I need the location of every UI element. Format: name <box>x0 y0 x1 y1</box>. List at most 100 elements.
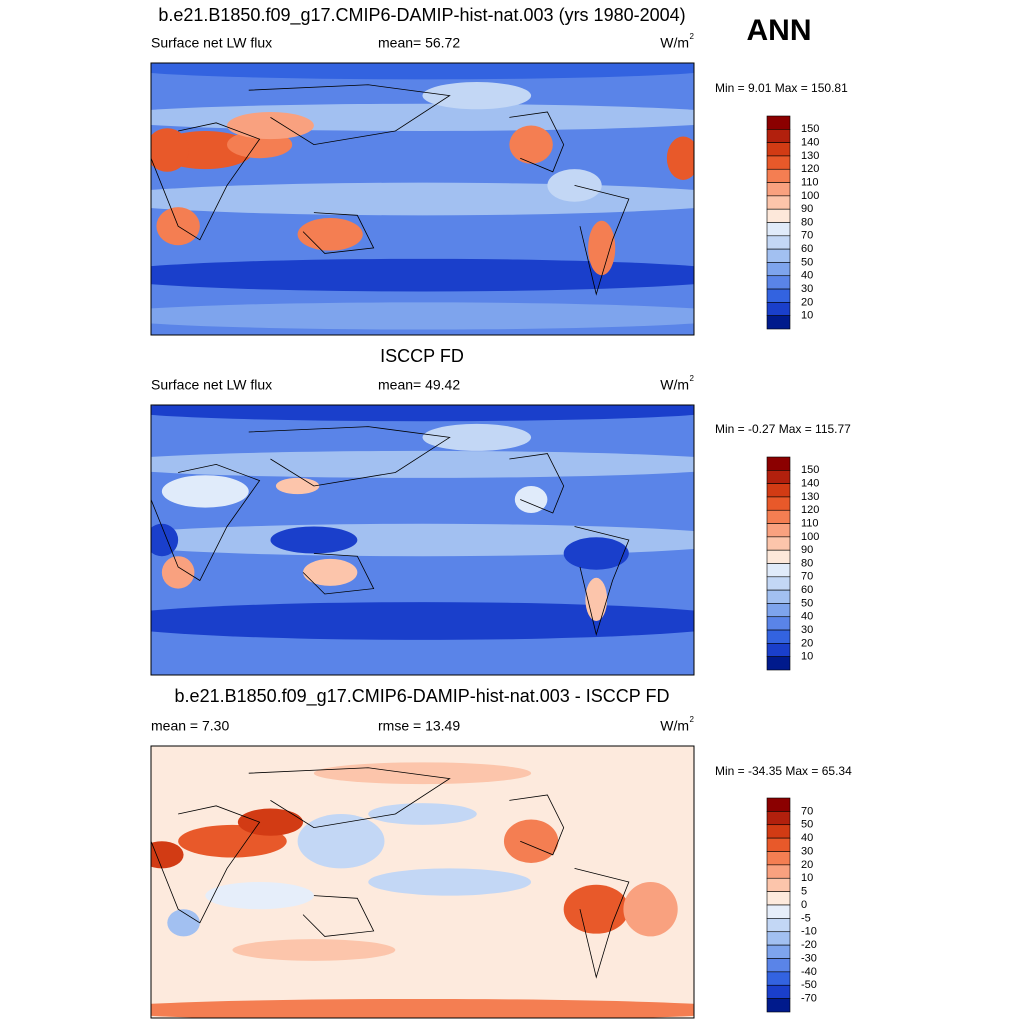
colorbar-box <box>766 824 791 839</box>
coastline <box>574 868 630 979</box>
units: W/m <box>660 35 689 51</box>
coastline <box>509 453 565 514</box>
panel-center-label: mean= 49.42 <box>378 377 460 393</box>
colorbar-box <box>766 629 791 644</box>
colorbar-label: 50 <box>801 256 813 268</box>
colorbar-label: 50 <box>801 597 813 609</box>
map-field <box>297 814 385 869</box>
colorbar-label: 150 <box>801 123 819 135</box>
colorbar-box <box>766 811 791 826</box>
colorbar-box <box>766 222 791 237</box>
colorbar-box <box>766 288 791 303</box>
coastline <box>574 526 630 637</box>
colorbar-box <box>766 864 791 879</box>
map-field <box>151 128 190 172</box>
min-max: Min = -34.35 Max = 65.34 <box>715 764 852 778</box>
units-sup: 2 <box>690 715 695 724</box>
colorbar-box <box>766 616 791 631</box>
colorbar-label: 70 <box>801 571 813 583</box>
colorbar-label: 150 <box>801 464 819 476</box>
map-field <box>151 602 694 640</box>
colorbar-label: 40 <box>801 611 813 623</box>
colorbar-box <box>766 851 791 866</box>
colorbar-label: 100 <box>801 531 819 543</box>
colorbar-box <box>766 195 791 210</box>
map-field <box>588 220 616 276</box>
colorbar-box <box>766 496 791 511</box>
colorbar-box <box>766 904 791 919</box>
colorbar-label: 30 <box>801 283 813 295</box>
colorbar-box <box>766 918 791 933</box>
units-sup: 2 <box>690 374 695 383</box>
map-field <box>514 486 548 513</box>
colorbar-box <box>766 168 791 183</box>
colorbar-box <box>766 302 791 316</box>
map-field <box>151 998 694 1018</box>
colorbar-box <box>766 315 791 330</box>
colorbar-label: 5 <box>801 886 807 898</box>
map-field <box>275 477 320 495</box>
map-field <box>563 884 629 934</box>
map-field <box>227 111 314 140</box>
colorbar-label: 100 <box>801 190 819 202</box>
colorbar-box <box>766 589 791 604</box>
colorbar-label: -50 <box>801 979 817 991</box>
colorbar-label: 90 <box>801 544 813 556</box>
map-field <box>237 808 304 836</box>
colorbar-box <box>766 563 791 578</box>
map-field <box>270 526 358 554</box>
map-field <box>151 405 694 422</box>
colorbar-box <box>766 275 791 290</box>
colorbar-box <box>766 262 791 277</box>
map-field <box>297 218 363 251</box>
map-field <box>151 450 694 478</box>
map-field <box>303 558 358 586</box>
map-field <box>151 103 694 131</box>
units: W/m <box>660 377 689 393</box>
coastline <box>151 805 261 924</box>
colorbar-box <box>766 155 791 170</box>
colorbar-label: 30 <box>801 845 813 857</box>
map-field <box>509 125 553 164</box>
colorbar-label: 20 <box>801 637 813 649</box>
map-field <box>151 841 184 869</box>
colorbar-box <box>766 797 791 812</box>
colorbar-label: 70 <box>801 805 813 817</box>
map-field <box>151 302 694 330</box>
colorbar-label: 110 <box>801 176 819 188</box>
colorbar-label: 110 <box>801 517 819 529</box>
map-field <box>151 258 694 292</box>
colorbar-label: 80 <box>801 557 813 569</box>
map-field <box>368 803 477 825</box>
colorbar-box <box>766 235 791 250</box>
panel-title: b.e21.B1850.f09_g17.CMIP6-DAMIP-hist-nat… <box>175 686 670 707</box>
map-field <box>313 762 532 785</box>
map-frame <box>150 62 695 336</box>
colorbar-label: 120 <box>801 163 819 175</box>
colorbar-box <box>766 129 791 143</box>
map-field <box>151 63 694 80</box>
colorbar-box <box>766 877 791 892</box>
colorbar-label: 10 <box>801 651 813 663</box>
colorbar-label: 70 <box>801 230 813 242</box>
colorbar-box <box>766 837 791 852</box>
colorbar-label: -20 <box>801 939 817 951</box>
map-field <box>422 423 532 451</box>
colorbar-box <box>766 656 791 671</box>
colorbar-box <box>766 984 791 999</box>
map-frame <box>150 745 695 1019</box>
min-max: Min = 9.01 Max = 150.81 <box>715 81 848 95</box>
colorbar-box <box>766 971 791 986</box>
map-field <box>151 182 694 216</box>
colorbar-box <box>766 115 791 130</box>
coastline <box>151 122 261 241</box>
map-field <box>161 556 195 589</box>
colorbar-box <box>766 603 791 618</box>
colorbar-label: 10 <box>801 872 813 884</box>
coastline <box>248 84 451 146</box>
colorbar-box <box>766 536 791 551</box>
colorbar-box <box>766 470 791 484</box>
map-field <box>205 882 314 910</box>
colorbar-box <box>766 509 791 524</box>
panel-left-label: Surface net LW flux <box>151 35 272 51</box>
